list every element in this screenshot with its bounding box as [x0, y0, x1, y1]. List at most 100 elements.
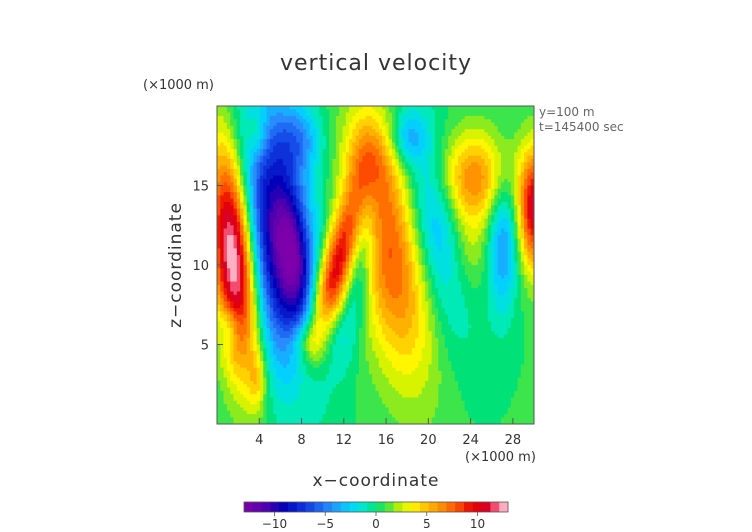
field-cell: [296, 172, 301, 177]
field-cell: [378, 112, 383, 117]
field-cell: [451, 149, 456, 153]
field-cell: [236, 192, 241, 197]
field-cell: [375, 129, 380, 134]
field-cell: [322, 225, 327, 230]
field-cell: [250, 212, 254, 216]
field-cell: [358, 208, 363, 213]
field-cell: [306, 251, 311, 256]
field-cell: [289, 182, 294, 187]
field-cell: [491, 145, 495, 150]
field-cell: [467, 238, 472, 243]
field-cell: [259, 152, 264, 157]
field-cell: [527, 235, 532, 240]
field-cell: [250, 142, 254, 147]
field-cell: [332, 231, 337, 236]
field-cell: [421, 185, 426, 190]
field-cell: [316, 168, 320, 173]
field-cell: [279, 245, 284, 250]
field-cell: [345, 212, 350, 216]
field-cell: [217, 265, 221, 269]
field-cell: [289, 195, 294, 200]
field-cell: [289, 231, 294, 236]
field-cell: [266, 241, 271, 246]
field-cell: [325, 241, 330, 246]
field-cell: [372, 178, 377, 183]
field-cell: [514, 221, 519, 226]
field-cell: [401, 162, 406, 167]
field-cell: [339, 202, 344, 206]
field-cell: [487, 185, 492, 190]
field-cell: [527, 142, 532, 147]
field-cell: [375, 241, 380, 246]
field-cell: [458, 274, 462, 279]
field-cell: [372, 112, 377, 117]
field-cell: [316, 122, 320, 127]
field-cell: [345, 255, 350, 259]
field-cell: [365, 142, 370, 147]
field-cell: [299, 271, 304, 276]
field-cell: [246, 231, 251, 236]
field-cell: [342, 175, 347, 180]
field-cell: [500, 202, 505, 206]
field-cell: [358, 235, 363, 240]
field-cell: [461, 221, 466, 226]
field-cell: [398, 155, 403, 160]
field-cell: [223, 178, 228, 183]
field-cell: [520, 149, 525, 153]
field-cell: [451, 271, 456, 276]
field-cell: [226, 159, 231, 163]
field-cell: [514, 162, 519, 167]
field-cell: [352, 135, 357, 140]
field-cell: [217, 202, 221, 206]
field-cell: [233, 258, 238, 263]
field-cell: [322, 261, 327, 266]
field-cell: [388, 178, 393, 183]
field-cell: [306, 218, 311, 223]
field-cell: [471, 274, 476, 279]
field-cell: [345, 245, 350, 250]
field-cell: [481, 122, 486, 127]
field-cell: [372, 106, 377, 110]
field-cell: [494, 241, 499, 246]
field-cell: [335, 225, 340, 230]
field-cell: [405, 125, 410, 130]
field-cell: [395, 218, 400, 223]
field-cell: [253, 149, 258, 153]
field-cell: [339, 251, 344, 256]
field-cell: [510, 178, 515, 183]
field-cell: [438, 145, 443, 150]
field-cell: [243, 149, 248, 153]
field-cell: [349, 251, 353, 256]
field-cell: [220, 185, 225, 190]
field-cell: [524, 135, 528, 140]
field-cell: [325, 208, 330, 213]
field-cell: [454, 274, 459, 279]
field-cell: [504, 195, 509, 200]
field-cell: [464, 212, 469, 216]
field-cell: [250, 165, 254, 170]
field-cell: [484, 185, 489, 190]
field-cell: [434, 202, 439, 206]
field-cell: [342, 261, 347, 266]
field-cell: [273, 261, 278, 266]
field-cell: [269, 115, 274, 120]
field-cell: [289, 268, 294, 273]
field-cell: [269, 268, 274, 273]
field-cell: [418, 185, 423, 190]
field-cell: [276, 195, 281, 200]
field-cell: [471, 135, 476, 140]
field-cell: [279, 139, 284, 144]
field-cell: [401, 241, 406, 246]
field-cell: [253, 178, 258, 183]
field-cell: [246, 132, 251, 137]
field-cell: [236, 175, 241, 180]
field-cell: [292, 188, 297, 193]
field-cell: [520, 251, 525, 256]
field-cell: [246, 198, 251, 203]
field-cell: [477, 215, 482, 220]
field-cell: [266, 255, 271, 259]
field-cell: [289, 241, 294, 246]
field-cell: [451, 205, 456, 210]
field-cell: [312, 212, 317, 216]
field-cell: [266, 152, 271, 157]
